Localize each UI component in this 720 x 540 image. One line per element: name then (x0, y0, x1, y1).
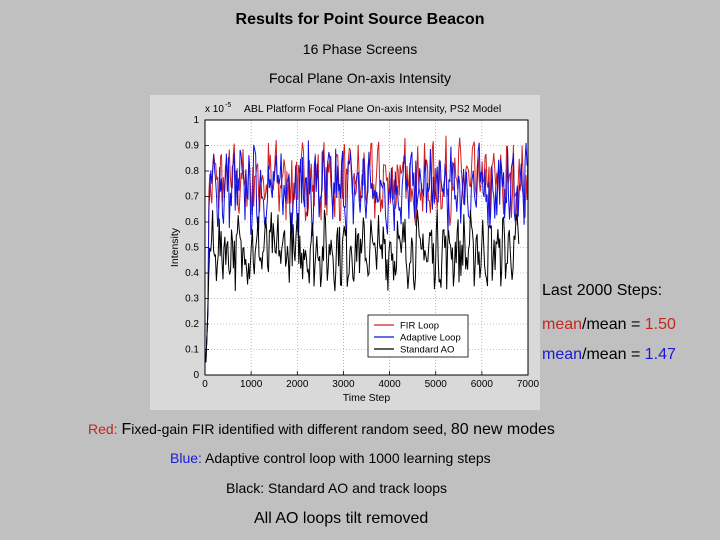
x-tick-label: 0 (202, 379, 208, 390)
description-red: Red: Fixed-gain FIR identified with diff… (88, 421, 555, 439)
x-tick-label: 7000 (517, 379, 540, 390)
y-tick-label: 0.3 (185, 294, 199, 305)
side-ratio-fir-prefix: mean (542, 316, 583, 333)
legend-label: FIR Loop (400, 321, 439, 332)
description-red-text: ixed-gain FIR identified with different … (131, 421, 451, 437)
legend-label: Standard AO (400, 345, 454, 356)
y-tick-label: 0.1 (185, 345, 199, 356)
chart-figure: 0 1000 2000 3000 4000 5000 6000 7000 0 0.1 0.2 0.3 0… (150, 95, 540, 410)
side-ratio-adaptive-prefix: mean (542, 346, 583, 363)
y-tick-label: 0.7 (185, 192, 199, 203)
intensity-chart: 0 1000 2000 3000 4000 5000 6000 7000 0 0.1 0.2 0.3 0… (169, 102, 540, 404)
side-ratio-fir: mean/mean = 1.50 (542, 316, 676, 334)
side-ratio-fir-mid: /mean = (582, 316, 645, 333)
chart-title: ABL Platform Focal Plane On-axis Intensi… (244, 103, 501, 115)
y-exponent-label: -5 (225, 102, 231, 109)
y-multiplier-label: x 10 (205, 104, 224, 115)
y-tick-label: 0.2 (185, 319, 199, 330)
y-tick-label: 1 (193, 115, 199, 126)
x-tick-label: 6000 (471, 379, 494, 390)
x-tick-label: 5000 (425, 379, 448, 390)
x-axis-label: Time Step (343, 392, 391, 404)
slide-subtitle-intensity: Focal Plane On-axis Intensity (268, 70, 452, 86)
series-line-standard-ao (205, 209, 520, 363)
y-axis-label: Intensity (169, 227, 181, 267)
legend-box (367, 314, 469, 358)
description-red-emphasis: 80 new modes (450, 421, 555, 438)
description-red-label: Red: (88, 421, 122, 437)
side-ratio-adaptive: mean/mean = 1.47 (542, 346, 676, 364)
y-tick-label: 0.9 (185, 141, 199, 152)
x-tick-label: 4000 (378, 379, 401, 390)
legend-label: Adaptive Loop (400, 333, 461, 344)
slide-subtitle-phase-screens: 16 Phase Screens (302, 41, 418, 57)
side-ratio-adaptive-mid: /mean = (582, 346, 645, 363)
series-line-adaptive-loop (205, 140, 529, 363)
description-blue-label: Blue: (170, 450, 206, 466)
side-ratio-fir-value: 1.50 (644, 316, 676, 333)
y-tick-label: 0 (193, 370, 199, 381)
y-tick-label: 0.8 (185, 166, 199, 177)
slide-title: Results for Point Source Beacon (235, 11, 485, 28)
side-heading: Last 2000 Steps: (542, 282, 663, 299)
description-black: Black: Standard AO and track loops (226, 480, 448, 496)
footer-note: All AO loops tilt removed (254, 510, 429, 527)
description-blue: Blue: Adaptive control loop with 1000 le… (170, 450, 491, 466)
y-tick-label: 0.4 (185, 268, 199, 279)
side-ratio-adaptive-value: 1.47 (644, 346, 676, 363)
description-blue-text: Adaptive control loop with 1000 learning… (205, 450, 491, 466)
y-tick-label: 0.5 (185, 243, 199, 254)
x-tick-label: 3000 (332, 379, 355, 390)
y-tick-label: 0.6 (185, 217, 199, 228)
x-tick-label: 2000 (286, 379, 309, 390)
description-red-initial: F (121, 421, 132, 438)
x-tick-label: 1000 (240, 379, 263, 390)
